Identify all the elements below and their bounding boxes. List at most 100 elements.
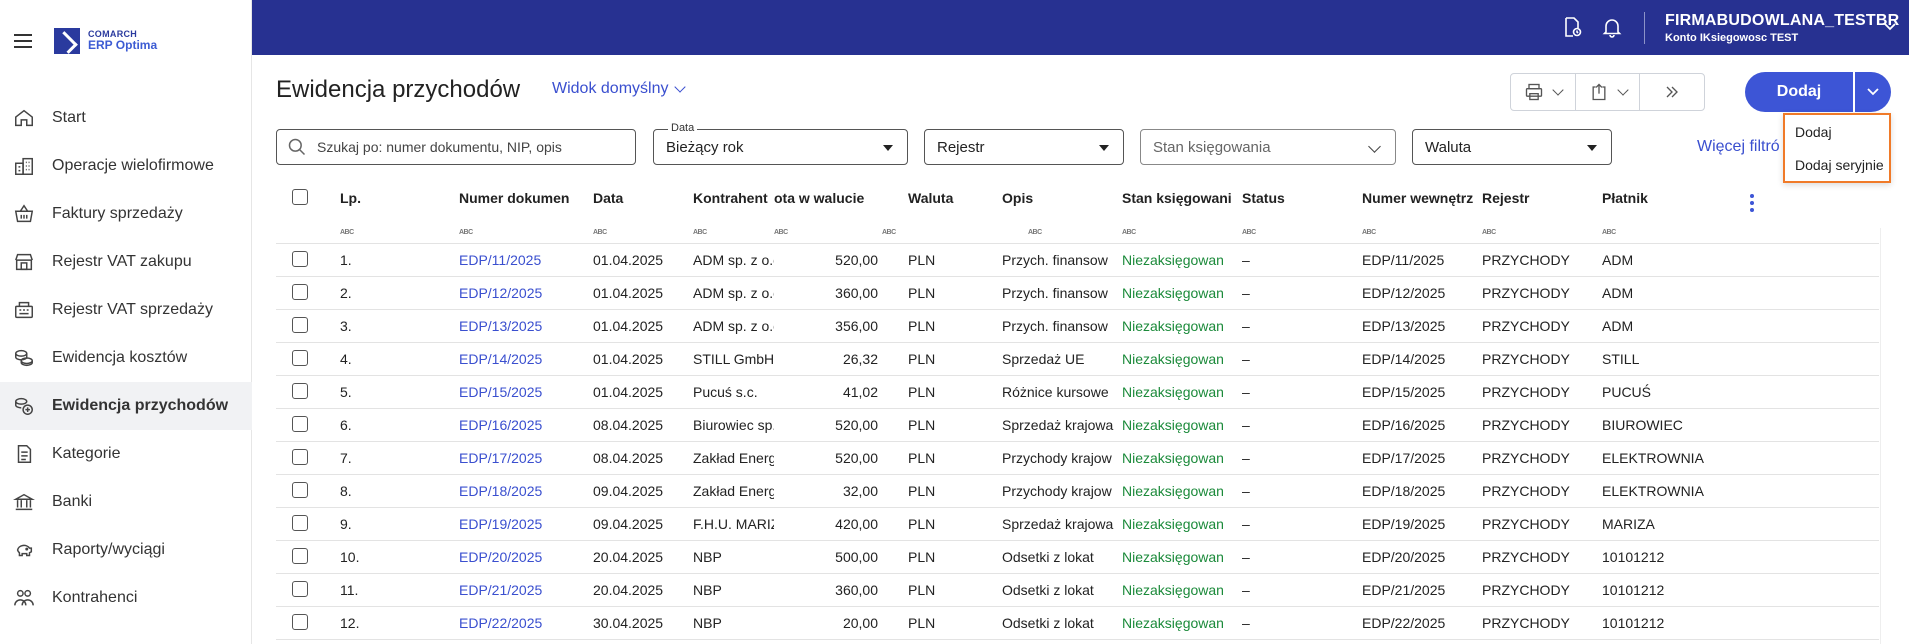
export-button[interactable] [1576,74,1641,110]
posting-state-filter[interactable]: Stan księgowania [1140,129,1396,165]
sidebar-item-4[interactable]: Rejestr VAT sprzedaży [0,286,252,334]
cell-numer-dokumen[interactable]: EDP/18/2025 [459,483,543,499]
table-row[interactable]: 3. EDP/13/2025 01.04.2025 ADM sp. z o.o. 356… [276,310,1879,343]
column-header[interactable]: Lp. [340,190,361,206]
document-settings-icon[interactable] [1560,15,1584,39]
currency-filter[interactable]: Waluta [1412,129,1612,165]
row-checkbox[interactable] [292,448,308,465]
row-checkbox[interactable] [292,316,308,333]
add-button[interactable]: Dodaj [1745,72,1853,112]
sidebar-item-5[interactable]: Ewidencja kosztów [0,334,252,382]
cell-opis: Przych. finansow [1002,252,1108,268]
select-all-checkbox[interactable] [292,188,308,205]
cell-numer-dokumen[interactable]: EDP/12/2025 [459,285,543,301]
cell-numer-dokumen[interactable]: EDP/11/2025 [459,252,542,268]
column-header[interactable]: ota w walucie [774,190,865,206]
search-input[interactable] [317,139,617,155]
row-checkbox[interactable] [292,382,308,399]
cell-numer-dokumen[interactable]: EDP/21/2025 [459,582,543,598]
column-header[interactable]: Płatnik [1602,190,1648,206]
column-filter-icon[interactable]: ABC [459,228,473,236]
sidebar-item-10[interactable]: Kontrahenci [0,574,252,622]
cell-waluta: PLN [908,285,936,301]
company-switcher[interactable]: FIRMABUDOWLANA_TESTBR Konto IKsiegowosc … [1665,12,1899,44]
row-checkbox[interactable] [292,514,308,531]
table-row[interactable]: 6. EDP/16/2025 08.04.2025 Biurowiec sp. z c… [276,409,1879,442]
view-selector[interactable]: Widok domyślny [552,80,687,98]
kebab-menu-icon[interactable] [1750,193,1754,212]
cell-numer-dokumen[interactable]: EDP/17/2025 [459,450,543,466]
add-menu-toggle[interactable] [1855,72,1891,112]
cell-opis: Przych. finansow [1002,318,1108,334]
table-row[interactable]: 2. EDP/12/2025 01.04.2025 ADM sp. z o.o. 360… [276,277,1879,310]
sidebar-item-1[interactable]: Operacje wielofirmowe [0,142,252,190]
cell-numer-dokumen[interactable]: EDP/13/2025 [459,318,543,334]
table-row[interactable]: 5. EDP/15/2025 01.04.2025 Pucuś s.c. 41,02 PL… [276,376,1879,409]
row-checkbox[interactable] [292,481,308,498]
cell-numer-dokumen[interactable]: EDP/20/2025 [459,549,543,565]
table-row[interactable]: 8. EDP/18/2025 09.04.2025 Zakład Energetyc 3… [276,475,1879,508]
table-row[interactable]: 11. EDP/21/2025 20.04.2025 NBP 360,00 PLN Odse… [276,574,1879,607]
menu-item-add[interactable]: Dodaj [1795,123,1832,140]
column-header[interactable]: Stan księgowani [1122,190,1232,206]
sidebar-item-7[interactable]: Kategorie [0,430,252,478]
column-filter-icon[interactable]: ABC [1602,228,1616,236]
table-row[interactable]: 7. EDP/17/2025 08.04.2025 Zakład Energetyc 5… [276,442,1879,475]
sidebar-item-8[interactable]: Banki [0,478,252,526]
bell-icon[interactable] [1600,15,1624,39]
column-filter-icon[interactable]: ABC [882,228,896,236]
search-field[interactable] [276,129,636,165]
date-filter[interactable]: Data Bieżący rok [653,122,908,165]
cell-numer-dokumen[interactable]: EDP/15/2025 [459,384,543,400]
column-header[interactable]: Numer dokumen [459,190,570,206]
table-row[interactable]: 4. EDP/14/2025 01.04.2025 STILL GmbH 26,32 PL… [276,343,1879,376]
sidebar-item-0[interactable]: Start [0,94,252,142]
cell-numer-dokumen[interactable]: EDP/16/2025 [459,417,543,433]
print-button[interactable] [1511,74,1576,110]
row-checkbox[interactable] [292,580,308,597]
cell-numer-dokumen[interactable]: EDP/14/2025 [459,351,543,367]
column-filter-icon[interactable]: ABC [1362,228,1376,236]
column-header[interactable]: Numer wewnętrz [1362,190,1474,206]
row-checkbox[interactable] [292,283,308,300]
row-checkbox[interactable] [292,613,308,630]
column-filter-icon[interactable]: ABC [1028,228,1042,236]
column-filter-icon[interactable]: ABC [1482,228,1496,236]
more-filters-link[interactable]: Więcej filtró [1697,138,1780,155]
row-checkbox[interactable] [292,250,308,267]
table-row[interactable]: 12. EDP/22/2025 30.04.2025 NBP 20,00 PLN Odset… [276,607,1879,640]
column-filter-icon[interactable]: ABC [774,228,788,236]
row-checkbox[interactable] [292,415,308,432]
table-row[interactable]: 10. EDP/20/2025 20.04.2025 NBP 500,00 PLN Odse… [276,541,1879,574]
column-filter-icon[interactable]: ABC [340,228,354,236]
column-filter-icon[interactable]: ABC [1122,228,1136,236]
column-header[interactable]: Data [593,190,624,206]
column-header[interactable]: Opis [1002,190,1034,206]
more-actions-button[interactable] [1640,74,1704,110]
sidebar-item-3[interactable]: Rejestr VAT zakupu [0,238,252,286]
sidebar-item-2[interactable]: Faktury sprzedaży [0,190,252,238]
menu-icon[interactable] [14,34,32,48]
column-filter-icon[interactable]: ABC [593,228,607,236]
column-header[interactable]: Rejestr [1482,190,1530,206]
cell-numer-dokumen[interactable]: EDP/19/2025 [459,516,543,532]
sidebar-item-9[interactable]: Raporty/wyciągi [0,526,252,574]
logo[interactable]: COMARCH ERP Optima [54,28,157,54]
row-checkbox[interactable] [292,349,308,366]
cell-numer-dokumen[interactable]: EDP/22/2025 [459,615,543,631]
column-header[interactable]: Kontrahent [693,190,768,206]
column-filter-icon[interactable]: ABC [1242,228,1256,236]
column-header[interactable]: Status [1242,190,1285,206]
row-checkbox[interactable] [292,547,308,564]
column-header[interactable]: Waluta [908,190,954,206]
register-filter[interactable]: Rejestr [924,129,1124,165]
sidebar-item-6[interactable]: Ewidencja przychodów [0,382,252,430]
table-row[interactable]: 1. EDP/11/2025 01.04.2025 ADM sp. z o.o. 520… [276,244,1879,277]
table-row[interactable]: 9. EDP/19/2025 09.04.2025 F.H.U. MARIZA 420,… [276,508,1879,541]
vertical-scrollbar[interactable] [1880,228,1888,644]
chevron-down-icon[interactable] [1883,20,1897,34]
cell-ota-w-walucie: 360,00 [835,582,878,598]
menu-item-add-serial[interactable]: Dodaj seryjnie [1795,156,1884,173]
column-filter-icon[interactable]: ABC [693,228,707,236]
